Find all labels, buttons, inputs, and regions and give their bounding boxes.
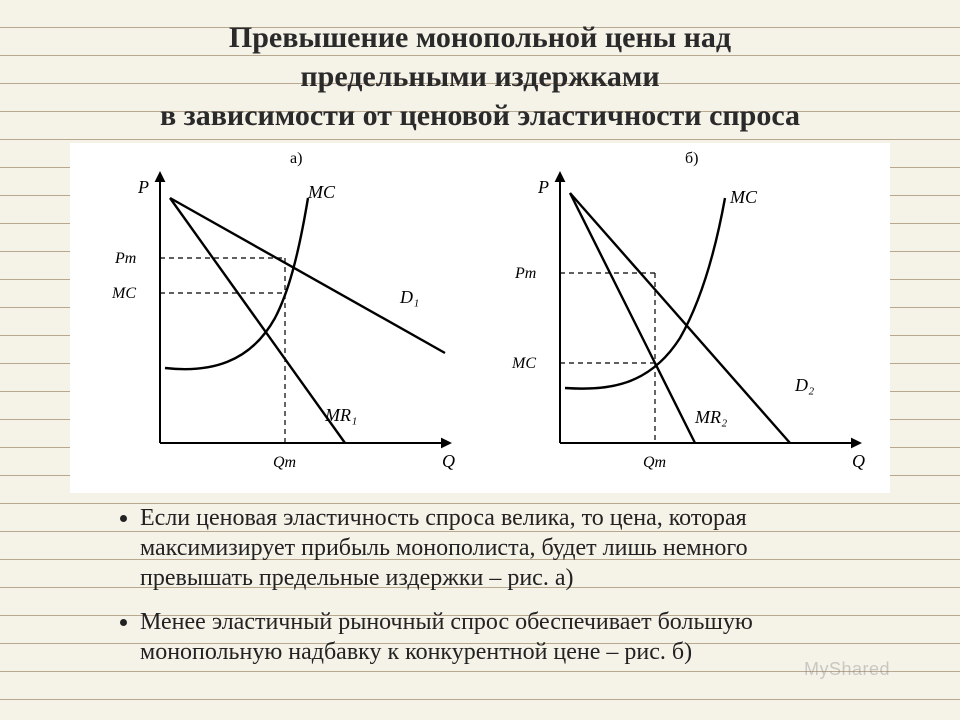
svg-text:MC: MC: [307, 182, 336, 202]
svg-text:MC: MC: [511, 355, 536, 372]
bullet-list: Если ценовая эластичность спроса велика,…: [90, 503, 860, 667]
bullet-item: Менее эластичный рыночный спрос обеспечи…: [140, 607, 860, 667]
watermark: MyShared: [804, 659, 890, 680]
svg-text:P: P: [537, 177, 549, 197]
svg-text:Q: Q: [852, 451, 865, 471]
svg-text:MC: MC: [729, 187, 758, 207]
title-line-2: предельными издержками: [300, 60, 659, 93]
svg-text:б): б): [685, 150, 698, 167]
slide-title: Превышение монопольной цены над предельн…: [60, 18, 900, 135]
svg-text:Pm: Pm: [114, 250, 136, 267]
svg-text:MR₁: MR₁: [324, 405, 357, 425]
charts-svg: P Q Pm MC Qm MC D₁ MR₁ а) P Q Pm MC Qm MC D₂ MR₂ б): [70, 143, 890, 493]
svg-text:P: P: [137, 177, 149, 197]
svg-text:Qm: Qm: [643, 454, 666, 471]
title-line-3: в зависимости от ценовой эластичности сп…: [160, 99, 800, 132]
svg-text:D₂: D₂: [794, 375, 814, 395]
svg-text:MC: MC: [111, 285, 136, 302]
svg-text:MR₂: MR₂: [694, 407, 727, 427]
title-line-1: Превышение монопольной цены над: [229, 21, 731, 54]
slide: Превышение монопольной цены над предельн…: [0, 0, 960, 720]
svg-text:Pm: Pm: [514, 265, 536, 282]
bullet-item: Если ценовая эластичность спроса велика,…: [140, 503, 860, 593]
svg-text:Qm: Qm: [273, 454, 296, 471]
svg-text:Q: Q: [442, 451, 455, 471]
svg-text:D₁: D₁: [399, 287, 419, 307]
svg-text:а): а): [290, 150, 302, 167]
charts-container: P Q Pm MC Qm MC D₁ MR₁ а) P Q Pm MC Qm MC D₂ MR₂ б): [70, 143, 890, 493]
